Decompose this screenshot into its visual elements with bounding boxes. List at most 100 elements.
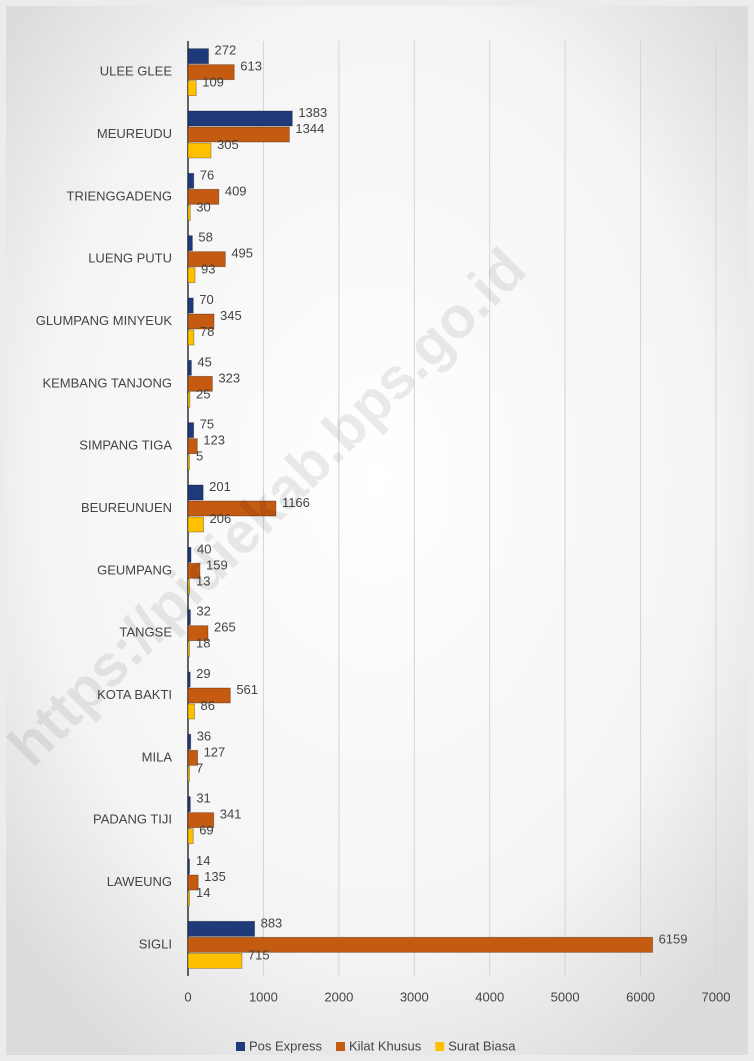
- data-label: 201: [209, 479, 231, 494]
- bar: [187, 952, 243, 969]
- data-label: 1344: [295, 121, 324, 136]
- bar: [187, 48, 209, 65]
- data-label: 305: [217, 137, 239, 152]
- data-label: 109: [202, 75, 224, 90]
- bar: [187, 204, 191, 221]
- x-tick-label: 3000: [400, 989, 429, 1004]
- bar: [187, 438, 198, 455]
- bar: [187, 454, 190, 471]
- y-tick-label: KOTA BAKTI: [97, 687, 172, 702]
- data-label: 127: [204, 744, 226, 759]
- y-tick-label: GEUMPANG: [97, 562, 172, 577]
- bar: [187, 500, 277, 517]
- bar: [187, 687, 231, 704]
- bar: [187, 142, 212, 159]
- bar: [187, 251, 226, 268]
- x-tick-label: 4000: [475, 989, 504, 1004]
- y-tick-label: MILA: [142, 749, 173, 764]
- bar: [187, 625, 209, 642]
- x-tick-label: 1000: [249, 989, 278, 1004]
- data-label: 272: [215, 43, 237, 58]
- x-tick-label: 7000: [702, 989, 731, 1004]
- bar: [187, 828, 194, 845]
- data-label: 265: [214, 620, 236, 635]
- bar: [187, 874, 199, 891]
- y-tick-label: MEUREUDU: [97, 126, 172, 141]
- data-label: 36: [197, 728, 211, 743]
- y-tick-label: ULEE GLEE: [100, 64, 173, 79]
- data-label: 323: [218, 370, 240, 385]
- y-tick-label: GLUMPANG MINYEUK: [36, 313, 173, 328]
- data-label: 30: [196, 199, 210, 214]
- y-tick-label: TRIENGGADENG: [67, 188, 172, 203]
- data-label: 86: [200, 698, 214, 713]
- y-tick-label: PADANG TIJI: [93, 812, 172, 827]
- bar: [187, 812, 215, 829]
- bar: [187, 172, 195, 189]
- bar: [187, 391, 191, 408]
- data-label: 31: [196, 791, 210, 806]
- data-label: 25: [196, 386, 210, 401]
- data-label: 1383: [298, 105, 327, 120]
- legend-label: Pos Express: [249, 1038, 322, 1053]
- data-label: 58: [198, 230, 212, 245]
- bar: [187, 359, 192, 376]
- y-tick-label: SIMPANG TIGA: [79, 438, 172, 453]
- bar: [187, 329, 195, 346]
- data-label: 345: [220, 308, 242, 323]
- data-label: 18: [196, 636, 210, 651]
- data-label: 561: [236, 682, 258, 697]
- data-label: 123: [203, 433, 225, 448]
- bar: [187, 297, 194, 314]
- bar: [187, 562, 201, 579]
- bar: [187, 733, 192, 750]
- data-label: 5: [196, 449, 203, 464]
- bar: [187, 920, 256, 937]
- legend-swatch: [335, 1042, 345, 1051]
- data-label: 206: [210, 511, 232, 526]
- bar: [187, 858, 190, 875]
- y-tick-label: LAWEUNG: [107, 874, 172, 889]
- data-label: 613: [240, 59, 262, 74]
- x-tick-label: 5000: [551, 989, 580, 1004]
- bar: [187, 235, 193, 252]
- legend: Pos Express Kilat Khusus Surat Biasa: [236, 1038, 516, 1053]
- bar: [187, 609, 191, 626]
- bar: [187, 671, 191, 688]
- data-label: 495: [231, 246, 253, 261]
- bar: [187, 110, 293, 127]
- legend-swatch: [236, 1042, 245, 1051]
- bar: [187, 64, 235, 81]
- x-tick-label: 2000: [324, 989, 353, 1004]
- data-label: 14: [196, 853, 210, 868]
- bar: [187, 546, 192, 563]
- data-label: 159: [206, 557, 228, 572]
- data-label: 78: [200, 324, 214, 339]
- x-tick-label: 0: [184, 989, 191, 1004]
- bar: [187, 890, 190, 907]
- bar: [187, 188, 220, 205]
- data-label: 883: [261, 915, 283, 930]
- bar: [187, 703, 195, 720]
- bar: [187, 796, 191, 813]
- data-label: 76: [200, 167, 214, 182]
- legend-swatch: [435, 1042, 445, 1051]
- legend-label: Kilat Khusus: [349, 1038, 422, 1053]
- data-label: 32: [196, 604, 210, 619]
- chart-background: [6, 6, 748, 1055]
- data-label: 13: [196, 573, 210, 588]
- data-label: 715: [248, 947, 270, 962]
- data-label: 93: [201, 262, 215, 277]
- bar: [187, 267, 196, 284]
- bar: [187, 80, 197, 97]
- x-tick-label: 6000: [626, 989, 655, 1004]
- bar: [187, 936, 653, 953]
- data-label: 69: [199, 823, 213, 838]
- data-label: 40: [197, 541, 211, 556]
- data-label: 6159: [659, 931, 688, 946]
- data-label: 7: [196, 760, 203, 775]
- data-label: 45: [197, 354, 211, 369]
- data-label: 70: [199, 292, 213, 307]
- data-label: 75: [200, 417, 214, 432]
